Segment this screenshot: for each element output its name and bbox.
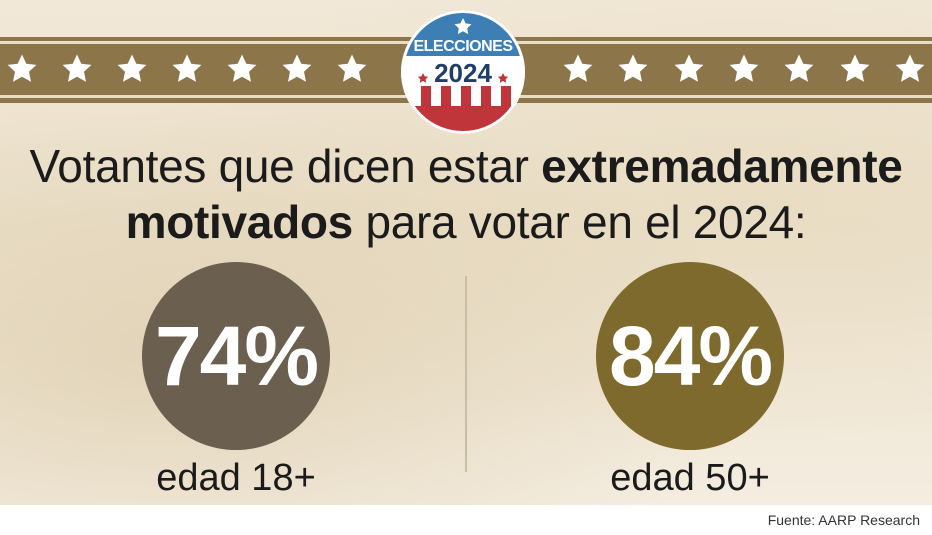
seal-year: 2024: [434, 58, 492, 88]
elecciones-2024-seal: ELECCIONES 2024: [401, 10, 525, 134]
star-icon: [227, 54, 257, 82]
seal-star-right-icon: [497, 73, 509, 83]
star-icon: [7, 54, 37, 82]
stat-circle-50: 84%: [596, 262, 784, 450]
star-row-right: [562, 44, 926, 94]
star-icon: [674, 54, 704, 82]
headline-part2: para votar en el 2024:: [352, 196, 807, 248]
headline-bold2: motivados: [125, 196, 354, 248]
star-icon: [895, 54, 925, 82]
star-icon: [337, 54, 367, 82]
star-icon: [62, 54, 92, 82]
seal-graphic: ELECCIONES 2024: [401, 10, 525, 134]
stat-label-50: edad 50+: [610, 457, 770, 499]
infographic-panel: ELECCIONES 2024 Votantes que dicen estar…: [0, 0, 932, 505]
seal-star-icon: [454, 18, 472, 35]
star-icon: [282, 54, 312, 82]
stat-circle-18: 74%: [142, 262, 330, 450]
star-icon: [729, 54, 759, 82]
seal-title: ELECCIONES: [413, 38, 513, 55]
star-icon: [840, 54, 870, 82]
star-icon: [117, 54, 147, 82]
seal-star-left-icon: [417, 73, 429, 83]
center-divider: [465, 276, 467, 472]
star-icon: [172, 54, 202, 82]
headline-bold1: extremadamente: [541, 140, 903, 192]
source-credit: Fuente: AARP Research: [767, 512, 920, 528]
stat-label-18: edad 18+: [156, 457, 316, 499]
headline: Votantes que dicen estar extremadamente …: [0, 138, 932, 250]
headline-part1: Votantes que dicen estar: [29, 140, 542, 192]
star-icon: [784, 54, 814, 82]
star-icon: [618, 54, 648, 82]
star-row-left: [6, 44, 368, 94]
star-icon: [563, 54, 593, 82]
